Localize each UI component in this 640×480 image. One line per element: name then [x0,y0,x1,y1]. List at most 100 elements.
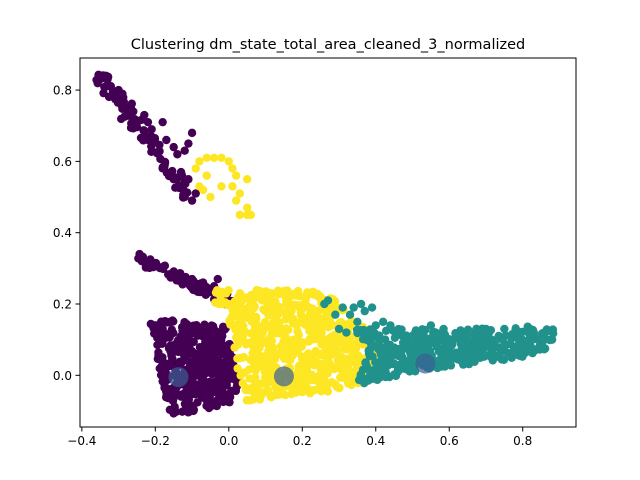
cluster-0-point [167,269,176,278]
cluster-0-point [169,142,178,152]
cluster-2-point [474,343,484,352]
cluster-0-point [129,107,138,116]
cluster-1-point [304,288,313,297]
cluster-2-point [525,340,535,349]
cluster-0-point [185,336,194,345]
cluster-1-point [254,356,264,366]
cluster-1-point [235,189,245,198]
cluster-2-point [401,341,410,351]
x-tick-label: −0.2 [141,434,170,448]
cluster-1-point [245,374,254,383]
cluster-0-point [214,366,223,376]
cluster-0-point [117,98,126,107]
cluster-2-point [547,335,557,344]
cluster-1-point [209,153,219,163]
cluster-2-point [489,353,499,363]
cluster-1-point [272,390,282,400]
cluster-2-point [482,332,491,341]
cluster-2-point [471,333,480,343]
cluster-1-point [298,314,308,324]
cluster-2-point [426,321,436,330]
cluster-2-point [499,355,509,364]
cluster-0-point [187,274,197,284]
cluster-0-point [180,178,189,187]
cluster-1-point [260,372,270,382]
y-tick-label: 0.2 [53,298,72,312]
cluster-1-point [235,210,245,220]
cluster-2-point [394,330,404,339]
cluster-2-point [345,310,355,319]
cluster-0-point [186,329,196,338]
cluster-2-point [535,344,544,353]
cluster-1-point [307,375,316,385]
cluster-0-point [141,133,151,142]
y-tick-label: 0.0 [53,369,72,383]
cluster-0-point [195,287,205,297]
cluster-0-point [175,357,184,367]
cluster-1-point [246,210,256,220]
cluster-2-point [511,325,520,334]
cluster-2-point [494,343,503,352]
x-tick-label: 0.8 [513,434,532,448]
cluster-0-point [185,403,194,412]
cluster-0-point [168,166,177,176]
x-tick-label: 0.2 [293,434,312,448]
centroid-marker-2 [415,353,436,374]
cluster-1-point [325,361,335,370]
cluster-1-point [258,322,267,331]
cluster-2-point [446,361,456,370]
cluster-2-point [367,303,377,312]
cluster-2-point [466,342,476,352]
cluster-1-point [239,321,248,331]
cluster-0-point [178,407,187,416]
cluster-1-point [202,171,211,180]
cluster-0-point [191,390,200,399]
cluster-2-point [352,325,362,335]
cluster-0-point [157,331,167,340]
cluster-2-point [456,340,466,349]
cluster-0-point [101,81,111,91]
cluster-0-point [187,196,197,205]
x-tick-label: 0.4 [366,434,385,448]
cluster-1-point [230,343,239,352]
cluster-2-point [376,363,385,372]
cluster-1-point [304,337,313,346]
cluster-1-point [298,359,308,369]
cluster-0-point [184,139,193,148]
cluster-1-point [264,311,273,320]
cluster-0-point [139,126,148,135]
cluster-1-point [332,337,341,347]
cluster-0-point [180,146,189,155]
cluster-0-point [218,331,227,341]
cluster-2-point [444,340,453,349]
cluster-1-point [269,361,278,371]
cluster-0-point [203,336,213,345]
cluster-1-point [293,286,303,296]
x-tick-label: −0.4 [67,434,96,448]
cluster-2-point [342,328,351,337]
cluster-2-point [500,324,509,334]
cluster-0-point [191,189,200,198]
cluster-0-point [169,175,178,184]
cluster-2-point [368,352,377,361]
cluster-0-point [170,347,179,356]
cluster-1-point [292,318,301,328]
cluster-1-point [224,286,233,295]
cluster-0-point [199,326,209,335]
cluster-1-point [231,171,241,180]
cluster-1-point [218,299,227,309]
cluster-2-point [521,327,530,336]
cluster-1-point [320,306,329,315]
cluster-2-point [338,303,347,312]
cluster-2-point [460,331,469,341]
cluster-0-point [170,406,179,416]
cluster-2-point [429,327,438,337]
cluster-2-point [437,350,446,359]
cluster-1-point [230,300,240,309]
cluster-1-point [245,384,255,394]
cluster-2-point [323,296,333,305]
cluster-2-point [360,306,369,316]
cluster-1-point [211,298,220,307]
cluster-0-point [160,379,169,389]
cluster-1-point [273,310,282,320]
